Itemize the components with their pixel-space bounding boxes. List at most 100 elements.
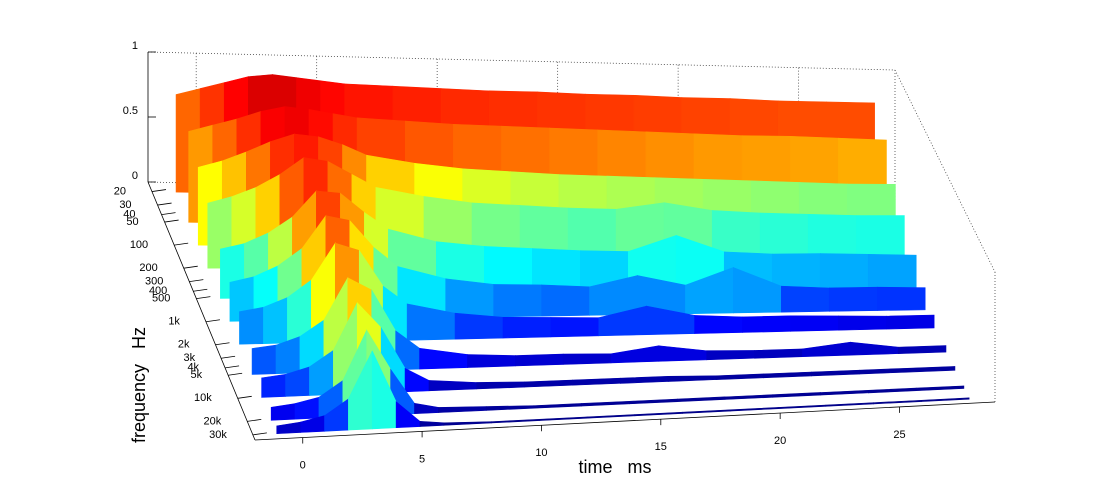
surface-patch <box>915 385 965 392</box>
x-axis-label: time ms <box>578 457 651 477</box>
y-axis-label: frequency Hz <box>129 327 149 443</box>
y-tick-label: 1k <box>168 316 180 328</box>
surface-patch <box>533 403 583 409</box>
x-tick-label: 5 <box>419 453 425 465</box>
y-tick <box>215 342 230 346</box>
surface-patch <box>634 411 683 417</box>
surface-patch <box>443 421 492 426</box>
surface-patch <box>276 421 301 434</box>
y-tick-label: 20 <box>114 185 126 197</box>
y-tick <box>174 242 189 246</box>
y-tick <box>225 365 240 369</box>
y-tick <box>237 395 252 399</box>
y-tick <box>189 279 204 283</box>
surface-patch <box>694 315 743 334</box>
x-tick-label: 20 <box>774 435 786 447</box>
y-tick <box>196 296 211 300</box>
surface-patch <box>897 345 947 354</box>
surface-patch <box>724 394 774 400</box>
y-tick-label: 200 <box>139 262 157 274</box>
y-tick-label: 40 <box>123 209 135 221</box>
surface-patch <box>485 405 535 411</box>
surface-patch <box>419 347 468 370</box>
y-tick <box>221 355 236 359</box>
y-tick <box>164 219 179 223</box>
surface-patch <box>454 312 504 340</box>
surface-patch <box>849 341 899 356</box>
surface-patch <box>610 345 660 364</box>
box-edge <box>894 69 996 273</box>
surface-patch <box>820 389 869 396</box>
y-tick-label: 2k <box>178 339 190 351</box>
surface-patch <box>667 375 717 382</box>
y-tick <box>228 372 243 376</box>
surface-patch <box>781 285 830 313</box>
surface-patch <box>906 366 956 373</box>
surface-patch <box>550 317 600 338</box>
z-tick-label: 0 <box>132 170 138 182</box>
surface-patch <box>404 367 430 393</box>
surface-patch <box>682 409 731 414</box>
y-tick-label: 30k <box>209 429 227 441</box>
surface-patch <box>629 398 678 405</box>
y-tick <box>193 288 208 292</box>
y-tick-label: 4k <box>187 362 199 374</box>
surface-patch <box>828 286 878 312</box>
surface-patch <box>715 373 764 380</box>
y-tick-label: 20k <box>204 415 222 427</box>
surface-patch <box>467 354 516 368</box>
y-tick <box>157 202 172 206</box>
surface-patch <box>619 375 669 384</box>
y-tick <box>247 418 262 422</box>
y-tick-label: 400 <box>149 285 167 297</box>
x-tick-label: 0 <box>300 459 306 471</box>
y-tick-label: 300 <box>145 276 163 288</box>
surface-patch <box>572 377 621 386</box>
y-tick-label: 100 <box>130 239 148 251</box>
surface-patch <box>586 414 636 419</box>
surface-patch <box>524 379 573 388</box>
x-tick-label: 15 <box>655 441 667 453</box>
x-axis <box>254 401 996 441</box>
surface-patch <box>921 397 970 402</box>
z-tick-label: 1 <box>132 40 138 52</box>
y-tick-label: 50 <box>126 216 138 228</box>
surface-patch <box>445 278 494 319</box>
surface-patch <box>876 286 926 311</box>
surface-patch <box>867 254 917 293</box>
surface-patch <box>706 350 755 361</box>
surface-patch <box>562 353 612 365</box>
y-tick-label: 30 <box>119 199 131 211</box>
surface-patch <box>802 341 851 358</box>
surface-patch <box>502 316 552 339</box>
surface-patch <box>742 315 791 333</box>
y-tick-label: 3k <box>183 352 195 364</box>
surface-patch <box>754 348 803 359</box>
surface-patch <box>294 396 320 420</box>
surface-patch <box>581 400 630 407</box>
y-tick-label: 10k <box>194 392 212 404</box>
y-tick <box>252 432 267 436</box>
surface-patch <box>819 253 869 293</box>
surface-patch <box>730 407 779 412</box>
surface-patch <box>676 396 726 402</box>
y-tick <box>183 265 198 269</box>
x-tick-label: 25 <box>893 429 905 441</box>
surface-patch <box>491 418 540 424</box>
surface-patch <box>438 406 487 413</box>
surface-patch <box>239 306 264 345</box>
surface-patch <box>838 315 887 331</box>
surface-patch <box>825 402 874 407</box>
surface-patch <box>873 399 922 405</box>
surface-patch <box>859 367 908 375</box>
y-axis <box>147 181 256 441</box>
surface-patch <box>493 284 542 318</box>
surface-patch <box>261 374 286 398</box>
y-tick-label: 5k <box>191 369 203 381</box>
surface-patch <box>476 381 525 390</box>
surface-patch <box>251 344 277 375</box>
y-tick-label: 500 <box>152 293 170 305</box>
surface-patch <box>428 380 478 392</box>
surface-patch <box>541 284 590 317</box>
